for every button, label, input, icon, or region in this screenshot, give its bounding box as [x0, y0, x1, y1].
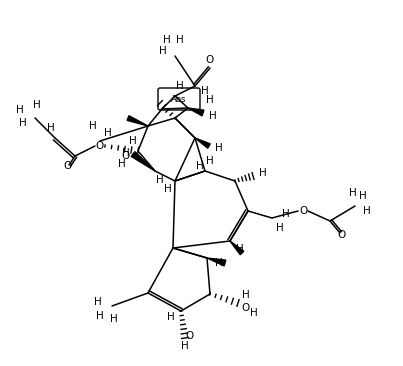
Text: H: H — [110, 314, 118, 324]
Text: O: O — [299, 206, 307, 216]
Text: H: H — [118, 159, 126, 169]
Text: H: H — [206, 156, 214, 166]
Text: H: H — [242, 290, 250, 300]
Text: O: O — [122, 151, 130, 161]
Text: H: H — [163, 35, 171, 45]
Text: O: O — [338, 230, 346, 240]
Polygon shape — [131, 152, 155, 171]
Text: H: H — [276, 223, 284, 233]
Polygon shape — [195, 138, 210, 148]
Text: H: H — [176, 81, 184, 91]
Text: H: H — [159, 46, 167, 56]
Text: Abs: Abs — [171, 94, 187, 104]
Text: H: H — [16, 105, 24, 115]
Polygon shape — [230, 241, 244, 255]
Text: H: H — [196, 161, 204, 171]
Polygon shape — [127, 116, 148, 126]
Text: H: H — [206, 95, 214, 105]
Text: H: H — [215, 258, 223, 268]
Text: H: H — [167, 312, 175, 322]
Text: H: H — [236, 244, 244, 254]
Text: H: H — [94, 297, 102, 307]
Text: H: H — [349, 188, 357, 198]
FancyBboxPatch shape — [158, 88, 200, 110]
Text: H: H — [156, 175, 164, 185]
Text: H: H — [89, 121, 97, 131]
Text: H: H — [215, 143, 223, 153]
Text: H: H — [282, 209, 290, 219]
Text: H: H — [201, 86, 209, 96]
Text: H: H — [363, 206, 371, 216]
Text: H: H — [209, 111, 217, 121]
Text: H: H — [104, 128, 112, 138]
Text: O: O — [63, 161, 71, 171]
Text: O: O — [241, 303, 249, 313]
Text: H: H — [33, 100, 41, 110]
Text: H: H — [129, 136, 137, 146]
Text: O: O — [96, 141, 104, 151]
Text: H: H — [96, 311, 104, 321]
Text: O: O — [206, 55, 214, 65]
Text: H: H — [176, 35, 184, 45]
Text: H: H — [259, 168, 267, 178]
Polygon shape — [188, 108, 204, 116]
Text: H: H — [122, 148, 130, 158]
Text: H: H — [19, 118, 27, 128]
Text: H: H — [250, 308, 258, 318]
Text: H: H — [181, 341, 189, 351]
Polygon shape — [207, 258, 226, 266]
Text: H: H — [359, 191, 367, 201]
Text: H: H — [47, 123, 55, 133]
Text: H: H — [164, 184, 172, 194]
Text: O: O — [186, 331, 194, 341]
